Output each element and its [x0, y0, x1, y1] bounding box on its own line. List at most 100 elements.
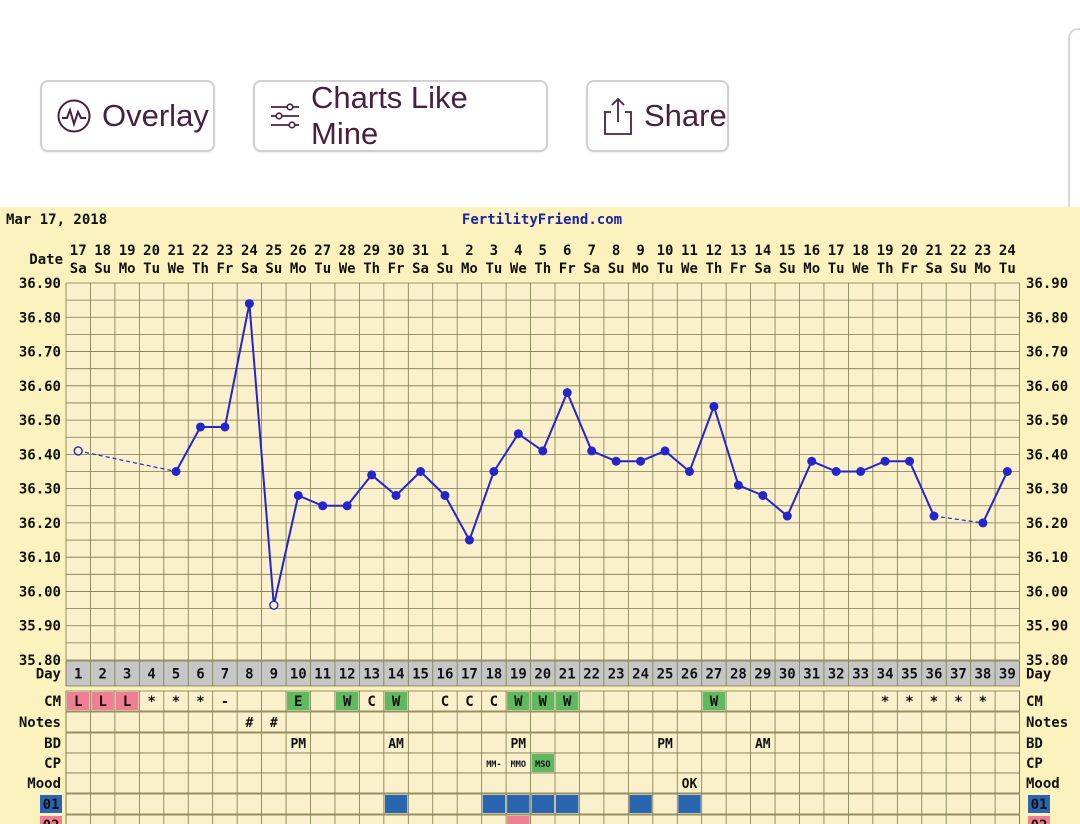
temperature-line-segment	[664, 450, 691, 473]
row-label-right-notes: Notes	[1026, 715, 1068, 731]
date-number: 18	[94, 243, 111, 259]
date-number: 28	[339, 243, 356, 259]
date-number: 10	[657, 243, 674, 259]
cycle-day: 20	[534, 667, 551, 683]
date-number: 8	[612, 243, 620, 259]
bd-value: PM	[290, 737, 306, 752]
cycle-day: 11	[314, 667, 331, 683]
temperature-dashed-segment	[933, 515, 983, 524]
bd-value: AM	[755, 737, 771, 752]
cycle-day: 35	[901, 667, 918, 683]
cycle-day: 16	[437, 667, 454, 683]
cm-value: *	[172, 694, 180, 710]
share-button[interactable]: Share	[586, 80, 729, 152]
temperature-point	[929, 511, 939, 521]
weekday-label: Fr	[216, 261, 233, 277]
row-label-right-bd: BD	[1026, 736, 1043, 752]
temperature-point	[293, 490, 303, 500]
cm-cell-fill	[384, 692, 408, 710]
temperature-line-segment	[566, 392, 593, 452]
y-tick-label: 36.40	[19, 447, 61, 463]
weekday-label: Sa	[412, 261, 429, 277]
row-label-date: Date	[29, 252, 63, 268]
temperature-line-segment	[395, 470, 422, 497]
weekday-label: Mo	[290, 261, 307, 277]
temperature-point	[880, 456, 890, 466]
y-tick-label: 36.80	[19, 310, 61, 326]
temperature-point	[758, 490, 768, 500]
weekday-label: Su	[94, 261, 111, 277]
temperature-point	[220, 422, 230, 432]
chart-title[interactable]: FertilityFriend.com	[462, 212, 622, 228]
cycle-day: 12	[339, 667, 356, 683]
weekday-label: Mo	[461, 261, 478, 277]
cm-value: *	[905, 694, 913, 710]
bd-value: PM	[657, 737, 673, 752]
weekday-label: We	[510, 261, 527, 277]
row-label-cm: CM	[44, 694, 61, 710]
cycle-day: 1	[74, 667, 82, 683]
row-bd	[65, 732, 1020, 754]
cycle-day: 27	[705, 667, 722, 683]
temperature-point-open	[269, 600, 279, 610]
opk-cell-mark	[678, 795, 701, 813]
temperature-point-open	[73, 446, 83, 456]
y-tick-label: 36.50	[19, 413, 61, 429]
row-label-right-mood: Mood	[1026, 776, 1060, 792]
temperature-line-segment	[908, 460, 935, 517]
cycle-day: 29	[754, 667, 771, 683]
date-number: 23	[974, 243, 991, 259]
temperature-line-segment	[688, 406, 715, 472]
temperature-line-segment	[981, 471, 1009, 524]
cycle-day: 25	[657, 667, 674, 683]
notes-value: #	[245, 716, 253, 731]
cycle-day: 17	[461, 667, 478, 683]
charts-like-mine-button[interactable]: Charts Like Mine	[253, 80, 548, 152]
row-label-right-last: 02	[1031, 818, 1048, 824]
temperature-point	[513, 429, 523, 439]
cm-value: W	[710, 694, 719, 710]
date-number: 3	[490, 243, 498, 259]
cycle-day: 28	[730, 667, 747, 683]
opk-cell-mark	[556, 795, 579, 813]
weekday-label: Su	[265, 261, 282, 277]
temperature-line-segment	[541, 392, 569, 452]
date-number: 14	[754, 243, 771, 259]
cm-value: W	[514, 694, 523, 710]
row-label-last: 02	[43, 818, 60, 824]
overlay-label: Overlay	[102, 98, 209, 133]
share-label: Share	[644, 98, 727, 133]
row-label-right-cm: CM	[1026, 694, 1043, 710]
weekday-label: Sa	[926, 261, 943, 277]
overlay-button[interactable]: Overlay	[40, 80, 215, 152]
row-notes	[65, 711, 1020, 733]
cycle-day: 30	[779, 667, 796, 683]
date-number: 27	[314, 243, 331, 259]
temperature-point	[464, 535, 474, 545]
cm-value: E	[294, 694, 302, 710]
row-two-cell-mark	[507, 816, 530, 824]
row-label-day: Day	[36, 667, 62, 683]
temperature-point	[807, 456, 817, 466]
date-number: 17	[828, 243, 845, 259]
temperature-line-segment	[175, 426, 202, 472]
date-number: 22	[950, 243, 967, 259]
temperature-point	[367, 470, 377, 480]
date-number: 30	[388, 243, 405, 259]
temperature-line-segment	[762, 494, 788, 517]
date-number: 5	[539, 243, 547, 259]
weekday-label: Fr	[730, 261, 747, 277]
weekday-label: Mo	[632, 261, 649, 277]
cycle-day: 33	[852, 667, 869, 683]
chart-svg: Mar 17, 2018 FertilityFriend.com 36.90 36…	[0, 207, 1080, 824]
chart-start-date: Mar 17, 2018	[6, 212, 107, 228]
y-tick-label-right: 36.60	[1026, 379, 1068, 395]
weekday-label: Fr	[388, 261, 405, 277]
bd-value: AM	[388, 737, 404, 752]
share-icon	[604, 97, 632, 135]
temperature-point	[978, 518, 988, 528]
weekday-label: Th	[534, 261, 551, 277]
cm-cell-fill	[287, 692, 310, 710]
y-tick-label: 36.00	[19, 584, 61, 600]
cm-value: *	[147, 694, 155, 710]
